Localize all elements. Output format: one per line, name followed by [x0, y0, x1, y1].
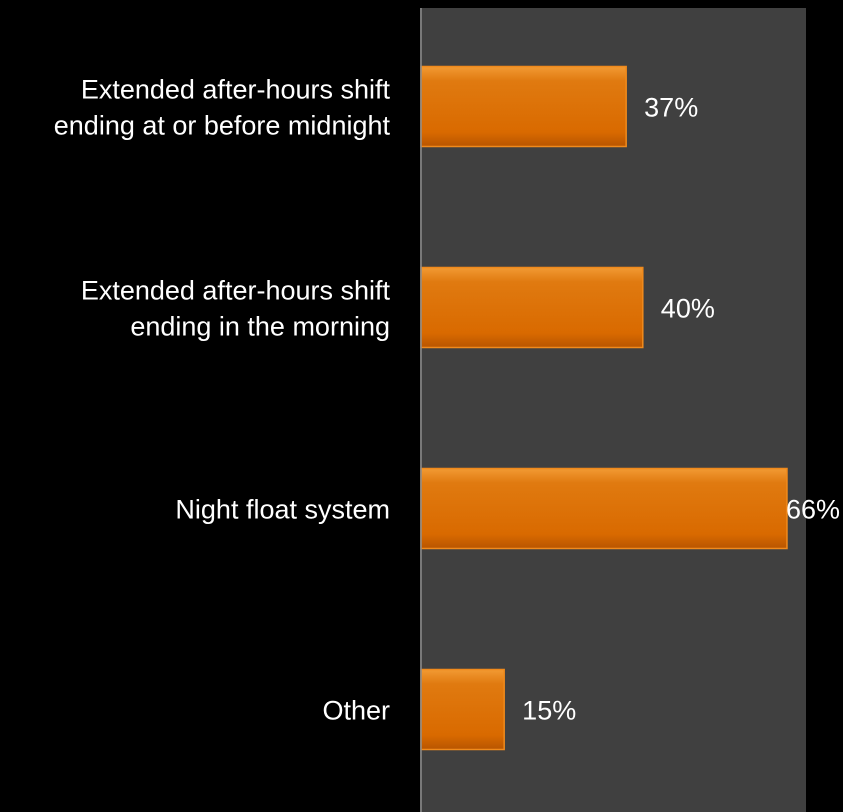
category-label: Extended after-hours shift ending in the …	[81, 276, 391, 342]
bar	[420, 266, 644, 349]
category-label-line: ending at or before midnight	[54, 111, 391, 141]
category-label: Extended after-hours shift ending at or b…	[54, 75, 391, 141]
category-label: Other	[322, 696, 390, 726]
category-label-line: Night float system	[175, 495, 390, 525]
category-label-line: ending in the morning	[130, 312, 390, 342]
bar	[420, 668, 505, 751]
category-label-line: Extended after-hours shift	[81, 276, 391, 306]
category-label-line: Other	[322, 696, 390, 726]
category-label-line: Extended after-hours shift	[81, 75, 391, 105]
category-label: Night float system	[175, 495, 390, 525]
value-label: 15%	[522, 696, 576, 726]
value-label: 37%	[644, 93, 698, 123]
value-label: 40%	[661, 294, 715, 324]
bar	[420, 65, 627, 148]
value-label: 66%	[786, 495, 840, 525]
bar	[420, 467, 788, 550]
